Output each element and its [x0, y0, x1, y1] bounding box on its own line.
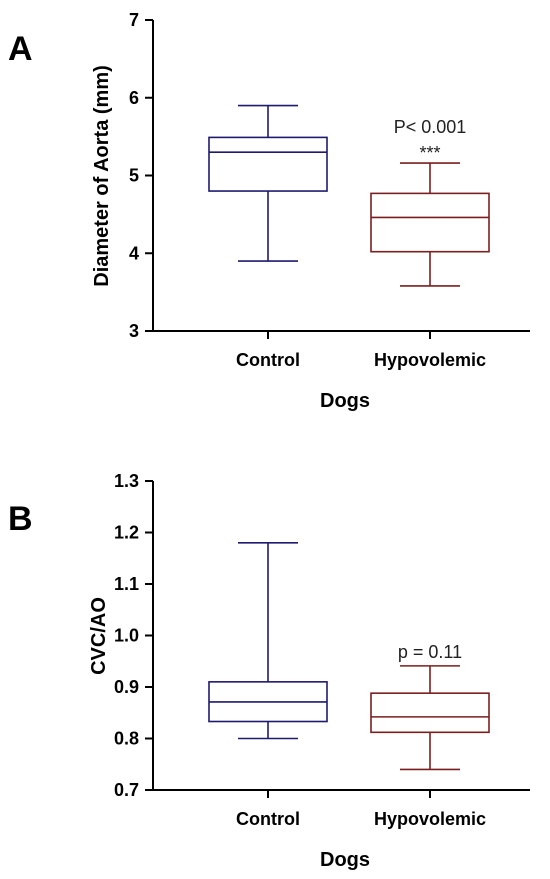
- panel-b-box-control: [208, 541, 328, 740]
- iqr-box: [370, 192, 490, 253]
- panel-a-category-label: Hypovolemic: [374, 350, 486, 370]
- panel-a-y-tick-label: 5: [129, 166, 139, 186]
- panel-a-y-axis-label: Diameter of Aorta (mm): [91, 65, 113, 287]
- panel-b-y-tick-label: 0.9: [114, 677, 139, 697]
- panel-a-letter: A: [8, 30, 33, 68]
- panel-b-p-value: p = 0.11: [398, 642, 462, 662]
- panel-a-box-control: [208, 104, 328, 262]
- panel-b: B CVC/AO Dogs 0.7 0.8 0.9 1.0 1.1 1.2 1.3 Contr…: [8, 471, 530, 871]
- panel-b-category-label: Hypovolemic: [374, 809, 486, 829]
- panel-b-y-tick-label: 1.2: [114, 523, 139, 543]
- panel-b-letter: B: [8, 500, 33, 538]
- panel-a-y-tick-label: 6: [129, 88, 139, 108]
- iqr-box: [208, 136, 328, 192]
- panel-b-y-tick-label: 1.1: [114, 574, 139, 594]
- panel-b-x-axis-label: Dogs: [320, 849, 370, 871]
- panel-b-y-tick-label: 0.7: [114, 780, 139, 800]
- panel-b-box-hypovolemic: [370, 665, 490, 771]
- panel-a-x-axis-label: Dogs: [320, 390, 370, 412]
- panel-b-y-tick-label: 1.0: [114, 626, 139, 646]
- panel-a-box-hypovolemic: [370, 162, 490, 287]
- panel-a-y-tick-label: 4: [129, 243, 139, 263]
- panel-a-p-value: P< 0.001: [394, 117, 467, 137]
- panel-a: A Diameter of Aorta (mm) Dogs 3 4 5 6 7 Contr…: [8, 10, 530, 412]
- panel-b-y-tick-label: 1.3: [114, 471, 139, 491]
- panel-b-category-label: Control: [236, 809, 300, 829]
- panel-a-significance-stars: ***: [419, 143, 440, 163]
- iqr-box: [370, 692, 490, 734]
- panel-b-y-tick-label: 0.8: [114, 729, 139, 749]
- panel-b-y-axis-label: CVC/AO: [88, 597, 110, 675]
- panel-a-category-label: Control: [236, 350, 300, 370]
- panel-a-y-tick-label: 7: [129, 10, 139, 30]
- panel-a-y-tick-label: 3: [129, 321, 139, 341]
